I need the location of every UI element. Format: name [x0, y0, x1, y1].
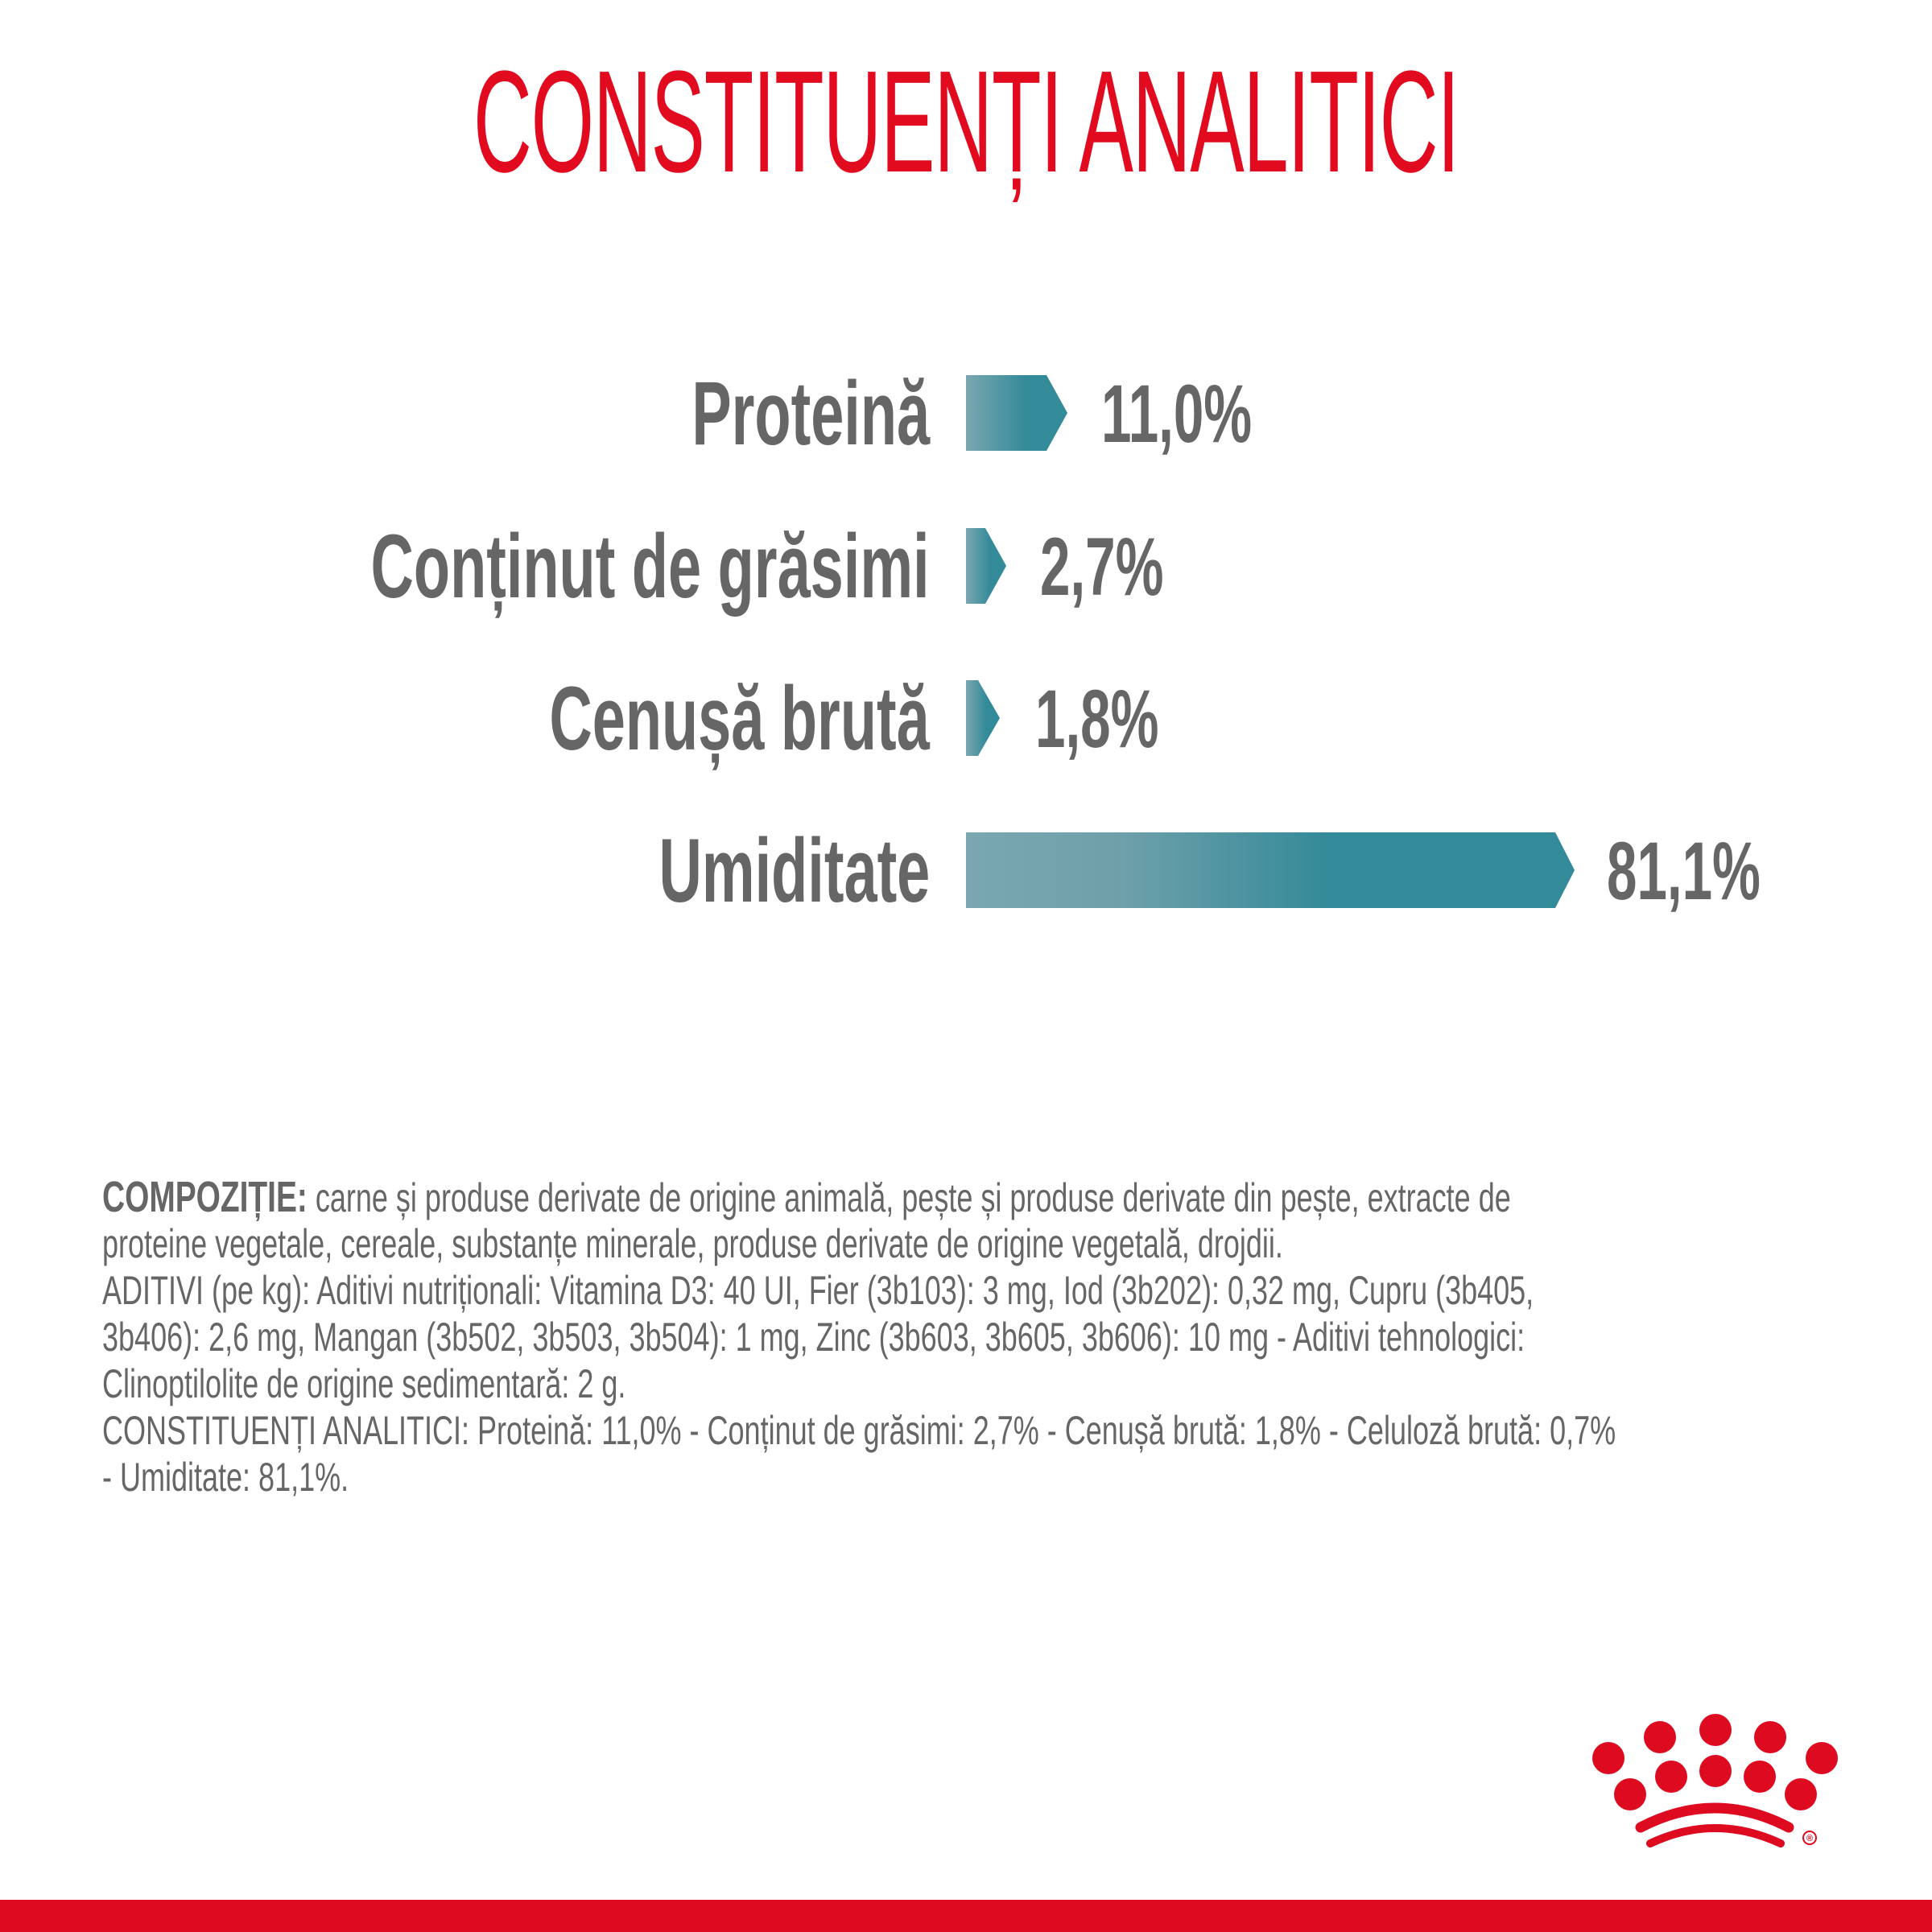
page-title-text: CONSTITUENȚI ANALITICI	[473, 41, 1459, 203]
row-value: 81,1%	[1607, 825, 1761, 917]
chart-row-moisture: Umiditate 81,1%	[0, 820, 1932, 921]
registered-mark: ®	[1806, 1834, 1813, 1843]
additives-line: Clinoptilolite de origine sedimentară: 2…	[102, 1361, 626, 1406]
composition-line: proteine vegetale, cereale, substanțe mi…	[102, 1221, 1283, 1266]
chart-row-fat: Conținut de grăsimi 2,7%	[0, 516, 1932, 617]
bar-arrow	[966, 528, 1006, 604]
row-value: 2,7%	[1040, 521, 1164, 613]
composition-line: COMPOZIȚIE: carne și produse derivate de…	[102, 1173, 1511, 1221]
bar-arrow	[966, 832, 1575, 908]
bar-arrow	[966, 680, 1000, 756]
row-label: Conținut de grăsimi	[370, 516, 930, 617]
bottom-red-bar	[0, 1900, 1932, 1932]
row-value: 1,8%	[1035, 673, 1159, 765]
row-label: Proteină	[691, 363, 930, 464]
row-value: 11,0%	[1101, 368, 1253, 460]
additives-line: ADITIVI (pe kg): Aditivi nutriționali: V…	[102, 1268, 1534, 1313]
page-title: CONSTITUENȚI ANALITICI	[0, 50, 1932, 195]
composition-block: COMPOZIȚIE: carne și produse derivate de…	[102, 1174, 1889, 1501]
row-label: Umiditate	[658, 820, 930, 921]
bar-arrow	[966, 375, 1067, 451]
analytical-line: - Umiditate: 81,1%.	[102, 1455, 349, 1500]
crown-logo-icon: ®	[1592, 1714, 1838, 1847]
composition-heading: COMPOZIȚIE:	[102, 1173, 308, 1221]
chart-row-ash: Cenușă brută 1,8%	[0, 668, 1932, 769]
row-label: Cenușă brută	[549, 668, 930, 769]
chart-row-protein: Proteină 11,0%	[0, 363, 1932, 464]
additives-line: 3b406): 2,6 mg, Mangan (3b502, 3b503, 3b…	[102, 1315, 1525, 1360]
analytical-line: CONSTITUENȚI ANALITICI: Proteină: 11,0% …	[102, 1408, 1616, 1453]
